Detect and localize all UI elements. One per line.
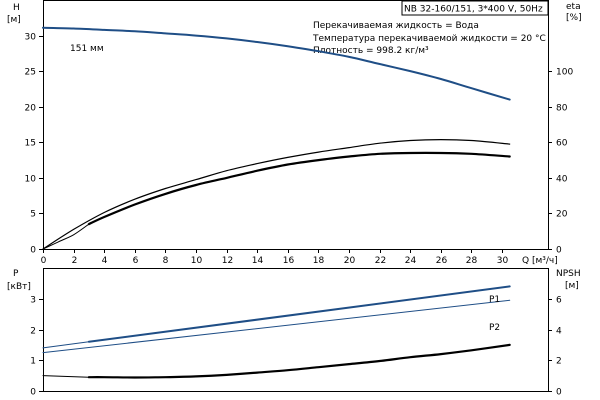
npsh-axis-symbol: NPSH: [556, 269, 581, 279]
flow-axis-ticks: 0 2 4 6 8 10 12 14 16 18 20 22 24 26 28 30: [41, 249, 509, 266]
info-fluid-temperature: Температура перекачиваемой жидкости = 20…: [312, 34, 546, 44]
power-axis-tick-label: 0: [30, 388, 36, 398]
pump-model-title: NB 32-160/151, 3*400 V, 50Hz: [404, 5, 543, 15]
power-axis-tick-label: 1: [30, 357, 36, 367]
upper-series-3-line: [42, 223, 90, 250]
head-axis-tick-label: 10: [25, 175, 37, 185]
flow-axis-tick-label: 26: [436, 256, 448, 266]
impeller-diameter-label: 151 мм: [70, 44, 104, 54]
head-axis-tick-label: 30: [25, 33, 37, 43]
flow-axis-tick-label: 6: [133, 256, 139, 266]
flow-axis-tick-label: 14: [252, 256, 264, 266]
flow-axis-tick-label: 18: [313, 256, 325, 266]
flow-axis-tick-label: 16: [283, 256, 295, 266]
npsh-axis-tick-label: 4: [556, 327, 562, 337]
lower-series-2-line: [42, 299, 511, 354]
power-axis-tick-label: 3: [30, 296, 36, 306]
efficiency-axis-tick-label: 40: [556, 175, 568, 185]
flow-axis-tick-label: 2: [72, 256, 78, 266]
flow-axis-tick-label: 0: [41, 256, 47, 266]
flow-axis-tick-label: 20: [344, 256, 356, 266]
npsh-axis-tick-label: 6: [556, 296, 562, 306]
flow-axis-tick-label: 12: [222, 256, 233, 266]
upper-series-2-line: [87, 151, 511, 226]
title-box-frame: [401, 0, 549, 16]
head-axis-tick-label: 0: [30, 246, 36, 256]
head-axis-symbol: H: [13, 3, 20, 13]
efficiency-axis-tick-label: 100: [556, 68, 573, 78]
efficiency-axis-ticks: 0 20 40 60 80 100: [548, 68, 573, 256]
title-box: NB 32-160/151, 3*400 V, 50Hz: [401, 0, 549, 16]
efficiency-axis-tick-label: 80: [556, 104, 568, 114]
lower-panel: 0 1 2 3 0 2 4 6 P [кВт] NPSH [м] P1 P2: [7, 268, 581, 398]
upper-series-group: [42, 26, 511, 250]
flow-axis-tick-label: 24: [405, 256, 417, 266]
flow-axis-tick-label: 22: [375, 256, 386, 266]
flow-axis-tick-label: 8: [163, 256, 169, 266]
lower-series-3-line: [87, 343, 511, 379]
info-density: Плотность = 998.2 кг/м³: [313, 46, 429, 56]
head-axis-tick-label: 15: [25, 139, 36, 149]
head-axis-tick-label: 5: [30, 210, 36, 220]
head-axis-ticks: 0 5 10 15 20 25 30: [25, 33, 43, 256]
lower-series-0-line: [87, 285, 511, 343]
lower-series-group: [42, 285, 511, 379]
power-axis-symbol: P: [13, 269, 19, 279]
head-axis-unit: [м]: [7, 15, 21, 25]
head-axis-tick-label: 25: [25, 68, 36, 78]
npsh-axis-tick-label: 0: [556, 388, 562, 398]
power-axis-ticks: 0 1 2 3: [30, 296, 43, 398]
lower-series-1-line: [42, 341, 90, 349]
efficiency-axis-tick-label: 20: [556, 210, 568, 220]
npsh-axis-ticks: 0 2 4 6: [548, 296, 562, 398]
flow-axis-label: Q [м³/ч]: [522, 256, 558, 266]
efficiency-axis-symbol: eta: [566, 2, 581, 12]
flow-axis-tick-label: 28: [466, 256, 478, 266]
power-axis-tick-label: 2: [30, 327, 36, 337]
flow-axis-tick-label: 30: [497, 256, 509, 266]
flow-axis-tick-label: 4: [102, 256, 108, 266]
efficiency-axis-unit: [%]: [566, 13, 582, 23]
lower-series-4-line: [42, 375, 90, 378]
p2-curve-label: P2: [489, 323, 500, 333]
flow-axis-tick-label: 10: [191, 256, 203, 266]
efficiency-axis-tick-label: 0: [556, 246, 562, 256]
upper-series-0-line: [42, 26, 511, 101]
head-axis-tick-label: 20: [25, 104, 37, 114]
npsh-axis-unit: [м]: [565, 281, 579, 291]
power-axis-unit: [кВт]: [7, 282, 31, 292]
upper-series-1-line: [42, 139, 511, 250]
efficiency-axis-tick-label: 60: [556, 139, 568, 149]
p1-curve-label: P1: [489, 295, 500, 305]
npsh-axis-tick-label: 2: [556, 357, 562, 367]
info-fluid: Перекачиваемая жидкость = Вода: [313, 21, 479, 31]
